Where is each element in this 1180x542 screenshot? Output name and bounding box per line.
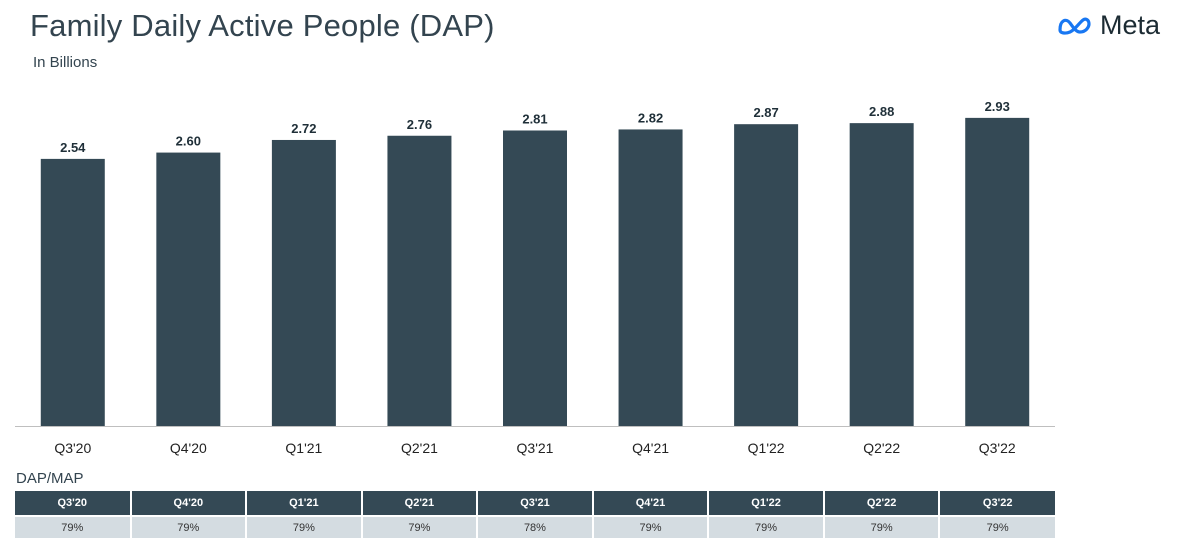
bar-Q1'22 bbox=[734, 124, 799, 426]
bar-chart: 2.54 Q3'20 2.60 Q4'20 2.72 Q1'21 2.76 Q2'21 2.81… bbox=[15, 99, 1055, 456]
table-header-cell: Q2'21 bbox=[361, 491, 479, 516]
x-tick-label-Q1'22: Q1'22 bbox=[748, 440, 785, 456]
table-header-row: Q3'20 Q4'20 Q1'21 Q2'21 Q3'21 Q4'21 Q1'22 Q2'22… bbox=[15, 491, 1055, 516]
data-label-Q4'20: 2.60 bbox=[176, 134, 201, 149]
bar-Q3'21 bbox=[503, 130, 567, 427]
table-cell: 79% bbox=[708, 515, 825, 538]
data-label-Q3'21: 2.81 bbox=[522, 111, 547, 126]
x-tick-label-Q4'20: Q4'20 bbox=[170, 440, 207, 456]
table-cell: 79% bbox=[15, 515, 132, 538]
x-tick-label-Q2'22: Q2'22 bbox=[863, 440, 900, 456]
meta-infinity-icon bbox=[1058, 17, 1091, 35]
bar-Q2'22 bbox=[849, 123, 914, 426]
data-label-Q1'22: 2.87 bbox=[753, 105, 778, 120]
meta-logo: Meta bbox=[1056, 10, 1160, 41]
dap-map-table: Q3'20 Q4'20 Q1'21 Q2'21 Q3'21 Q4'21 Q1'22 Q2'22… bbox=[15, 491, 1055, 538]
table-cell: 79% bbox=[130, 515, 248, 538]
table-cell: 79% bbox=[361, 515, 479, 538]
table-header-cell: Q2'22 bbox=[823, 491, 941, 516]
x-tick-label-Q3'20: Q3'20 bbox=[54, 440, 91, 456]
x-tick-label-Q3'21: Q3'21 bbox=[517, 440, 554, 456]
table-header-cell: Q3'22 bbox=[939, 491, 1055, 516]
data-label-Q2'22: 2.88 bbox=[869, 104, 894, 119]
data-label-Q3'20: 2.54 bbox=[60, 140, 86, 155]
data-label-Q1'21: 2.72 bbox=[291, 121, 316, 136]
table-cell: 79% bbox=[823, 515, 941, 538]
table-header-cell: Q4'21 bbox=[592, 491, 710, 516]
table-header-cell: Q1'22 bbox=[708, 491, 825, 516]
chart-title: Family Daily Active People (DAP) bbox=[30, 8, 495, 43]
table-row: 79% 79% 79% 79% 78% 79% 79% 79% 79% bbox=[15, 515, 1055, 538]
data-label-Q4'21: 2.82 bbox=[638, 110, 663, 125]
table-cell: 79% bbox=[246, 515, 363, 538]
data-label-Q3'22: 2.93 bbox=[985, 99, 1010, 114]
bar-Q2'21 bbox=[387, 135, 452, 427]
table-title: DAP/MAP bbox=[16, 470, 84, 487]
table-cell: 79% bbox=[592, 515, 710, 538]
logo-wordmark: Meta bbox=[1099, 10, 1160, 40]
bar-Q4'20 bbox=[156, 152, 221, 427]
table-header-cell: Q4'20 bbox=[130, 491, 248, 516]
table-header-cell: Q3'21 bbox=[477, 491, 594, 516]
table-cell: 79% bbox=[939, 515, 1055, 538]
x-tick-label-Q1'21: Q1'21 bbox=[285, 440, 322, 456]
table-cell: 78% bbox=[477, 515, 594, 538]
bar-Q4'21 bbox=[618, 129, 683, 426]
x-tick-label-Q4'21: Q4'21 bbox=[632, 440, 669, 456]
x-tick-label-Q2'21: Q2'21 bbox=[401, 440, 438, 456]
x-tick-label-Q3'22: Q3'22 bbox=[979, 440, 1016, 456]
table-header-cell: Q1'21 bbox=[246, 491, 363, 516]
chart-subtitle: In Billions bbox=[33, 54, 98, 71]
data-label-Q2'21: 2.76 bbox=[407, 117, 432, 132]
table-header-cell: Q3'20 bbox=[15, 491, 132, 516]
bar-Q1'21 bbox=[271, 139, 336, 426]
bar-Q3'22 bbox=[965, 117, 1030, 427]
bar-Q3'20 bbox=[40, 158, 105, 426]
